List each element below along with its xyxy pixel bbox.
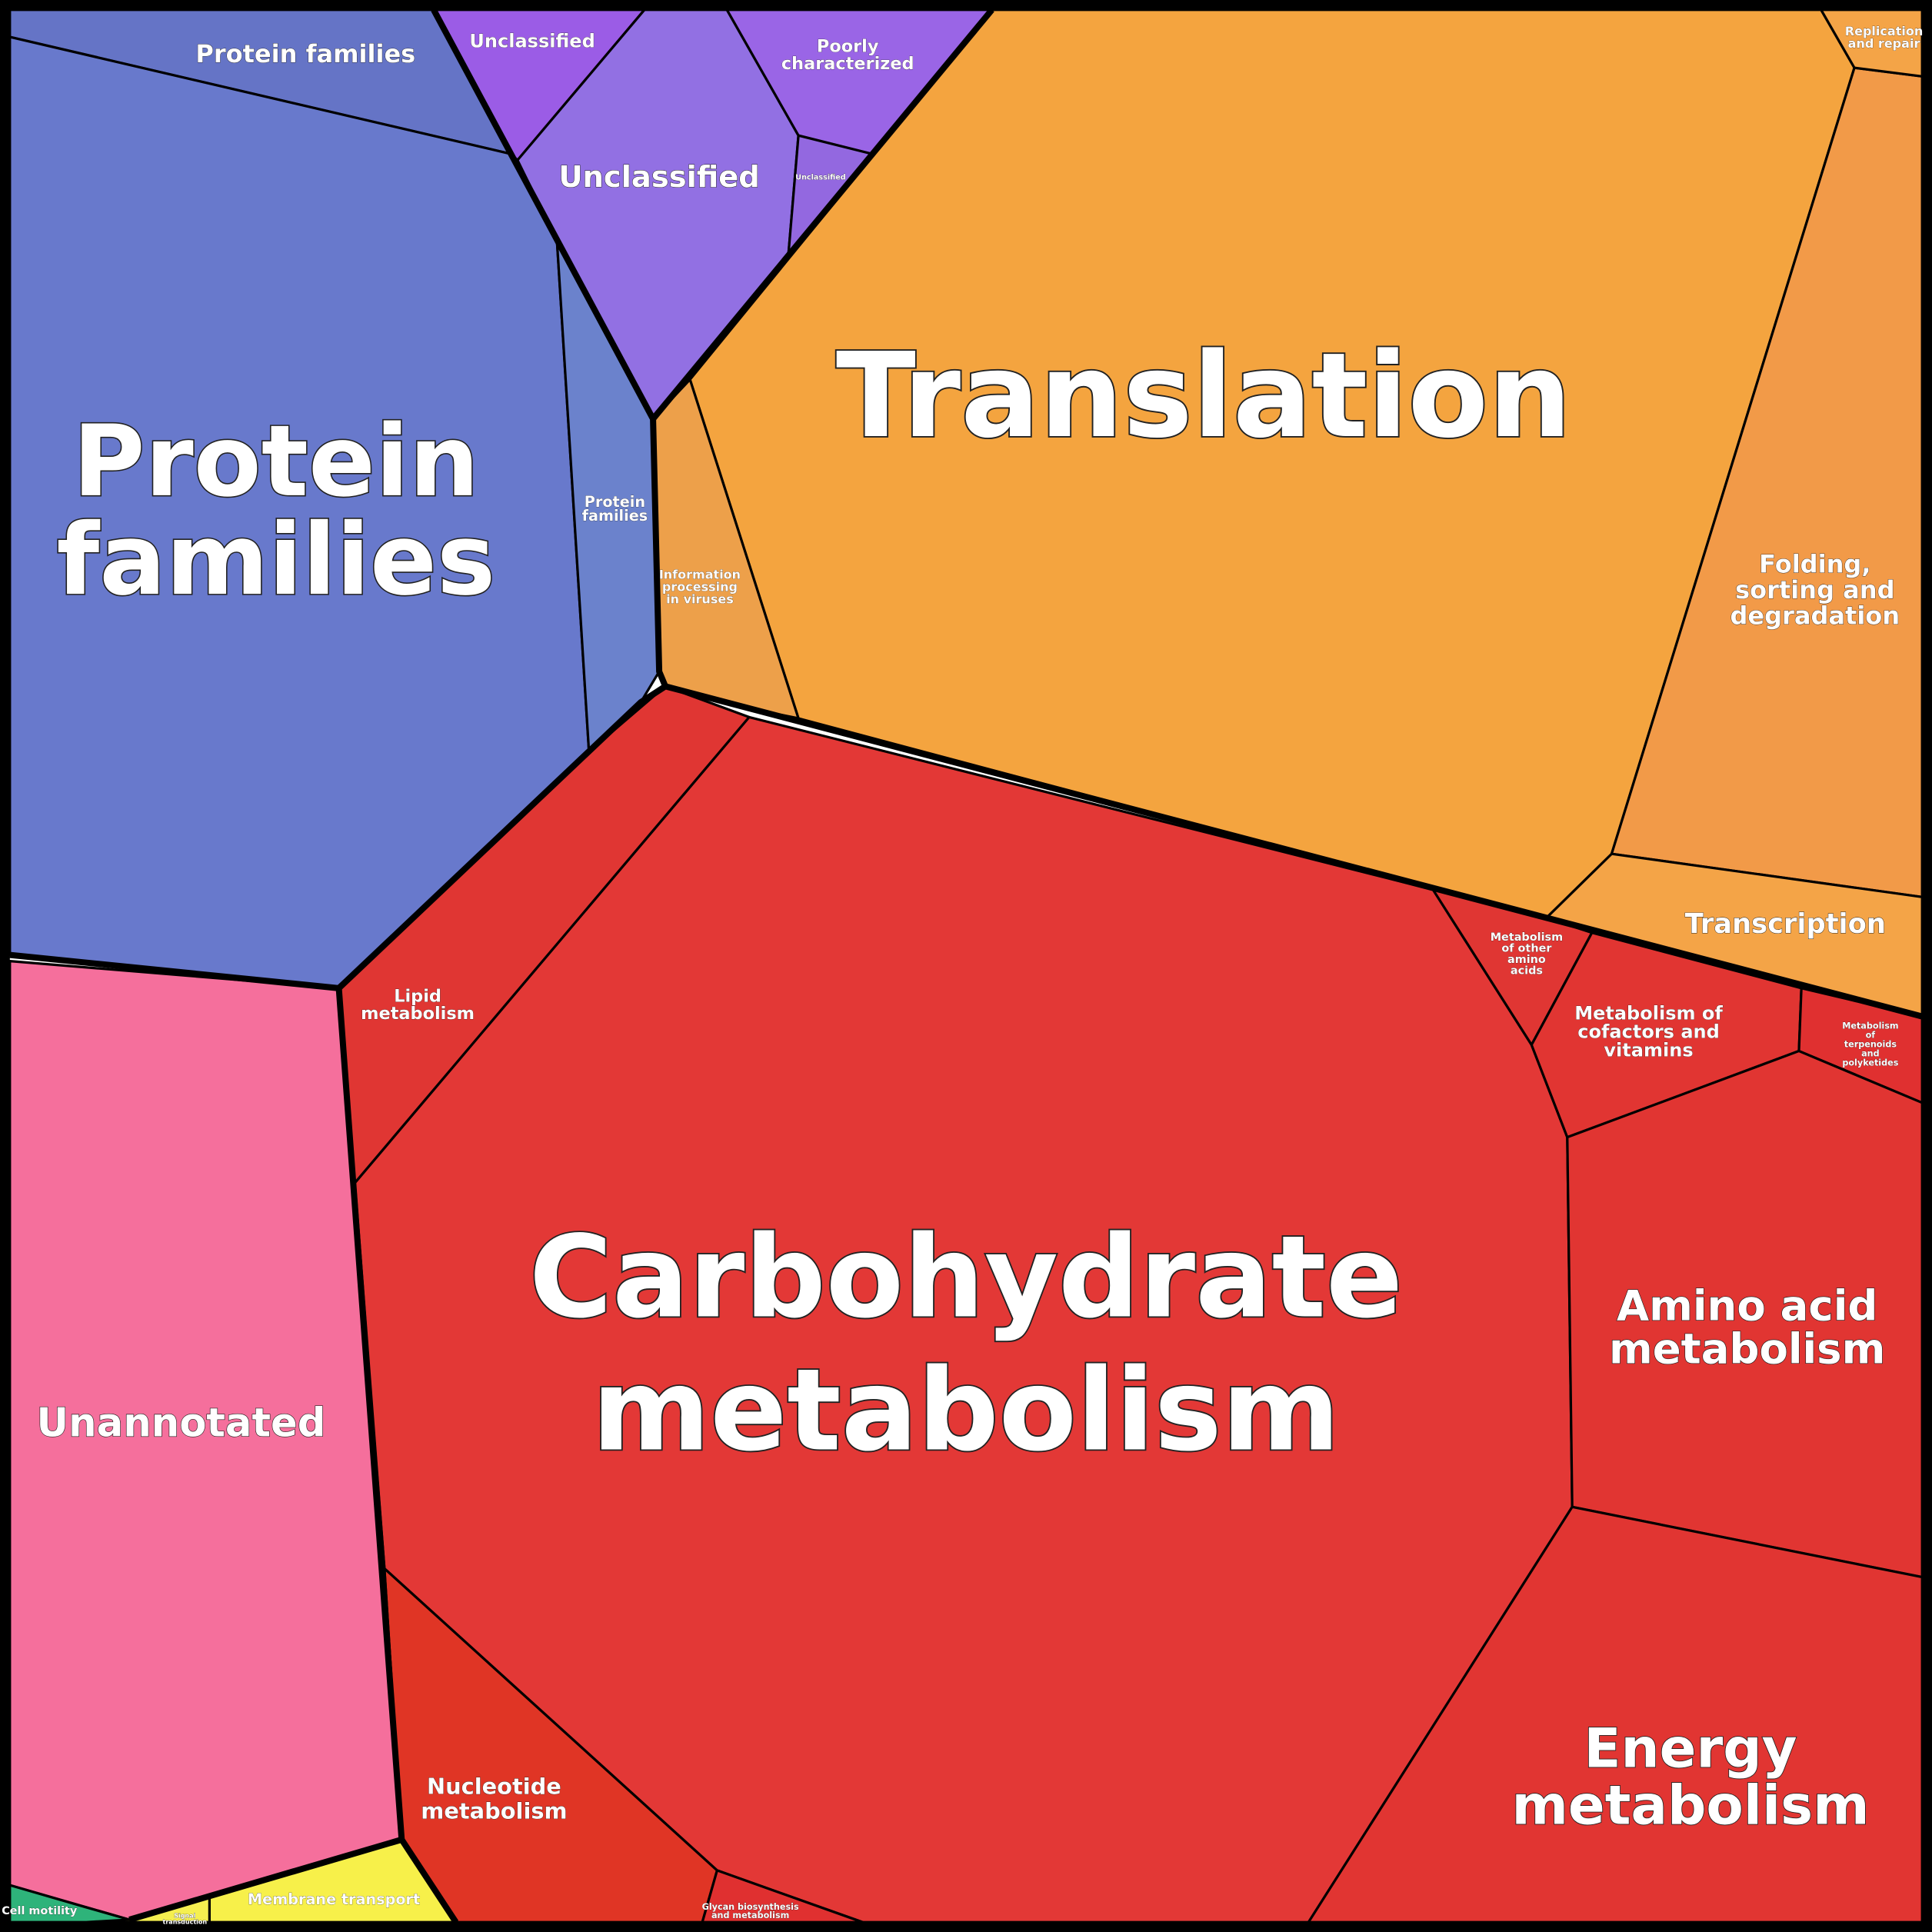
cell-label: acids	[1511, 964, 1543, 977]
group-border	[128, 1837, 403, 1923]
cell-label: polyketides	[1842, 1058, 1898, 1068]
cell-label: Nucleotide	[427, 1774, 561, 1800]
cell-label: processing	[662, 580, 738, 595]
cell-label: Lipid	[394, 987, 441, 1007]
cell-label: Translation	[836, 328, 1571, 464]
cell-label: Carbohydrate	[529, 1211, 1403, 1343]
cell-label: of other	[1501, 943, 1552, 955]
cell-label: Unclassified	[558, 160, 759, 195]
cell-label: Metabolism	[1491, 931, 1563, 944]
cell-label: metabolism	[1609, 1324, 1885, 1374]
cell-label: of	[1866, 1031, 1876, 1041]
cell-label: Protein	[585, 493, 645, 511]
cell-label: Information	[659, 568, 741, 582]
cell-label: Poorly	[817, 36, 879, 56]
cell-label: and	[1861, 1049, 1880, 1059]
cell-label: metabolism	[421, 1798, 567, 1824]
cell-label: Transcription	[1685, 908, 1886, 940]
cell-label: Membrane transport	[248, 1890, 420, 1908]
cell-label: families	[56, 503, 495, 618]
cells	[8, 8, 1924, 1924]
cell-label: Cell motility	[2, 1905, 78, 1917]
cell-label: Signal	[174, 1913, 195, 1920]
cell-label: and metabolism	[711, 1910, 789, 1920]
cell-label: transduction	[163, 1919, 208, 1926]
cell-label: degradation	[1730, 601, 1900, 631]
cell-label: Unannotated	[37, 1401, 326, 1447]
labels: Protein familiesProteinfamiliesProteinfa…	[2, 24, 1924, 1926]
cell-label: metabolism	[1512, 1774, 1870, 1837]
cell-label: sorting and	[1735, 575, 1894, 605]
cell-label: Replication	[1845, 24, 1924, 38]
cell-label: metabolism	[592, 1344, 1340, 1476]
cell-label: cofactors and	[1577, 1021, 1720, 1043]
cell-label: terpenoids	[1844, 1040, 1897, 1050]
cell-label: Folding,	[1759, 549, 1870, 578]
cell-label: and repair	[1848, 36, 1920, 51]
cell-label: vitamins	[1604, 1040, 1693, 1061]
cell-label: Unclassified	[795, 174, 845, 182]
cell-label: families	[582, 507, 648, 525]
cell-label: Glycan biosynthesis	[702, 1902, 799, 1912]
cell-label: Metabolism	[1842, 1021, 1898, 1031]
cell-label: Protein	[73, 405, 480, 519]
cell-label: Energy	[1584, 1717, 1797, 1780]
cell-label: Protein families	[195, 39, 415, 68]
cell-label: in viruses	[666, 592, 734, 607]
cell-label: Unclassified	[469, 30, 595, 52]
group-borders	[9, 8, 1924, 1924]
group-border	[431, 8, 1924, 1020]
cell-label: amino	[1507, 954, 1546, 966]
group-border	[650, 8, 994, 421]
cell-label: metabolism	[361, 1004, 475, 1024]
cell-label: Amino acid	[1617, 1281, 1877, 1330]
group-border	[9, 683, 668, 991]
cell-label: Metabolism of	[1574, 1002, 1723, 1024]
cell-label: characterized	[781, 54, 914, 74]
